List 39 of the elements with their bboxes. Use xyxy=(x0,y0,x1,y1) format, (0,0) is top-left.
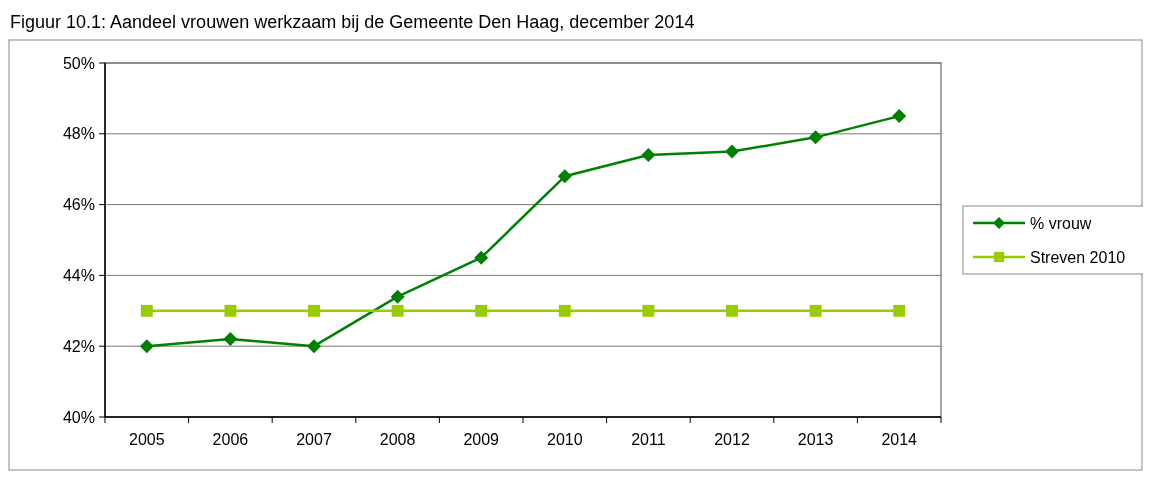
point xyxy=(391,304,404,317)
point xyxy=(641,148,656,163)
point xyxy=(139,339,154,354)
y-tick-label: 40% xyxy=(62,408,95,426)
x-tick-label: 2008 xyxy=(379,431,416,448)
point xyxy=(474,250,489,265)
point xyxy=(224,304,237,317)
point xyxy=(223,332,238,347)
legend-label: % vrouw xyxy=(1030,214,1092,232)
x-tick-label: 2007 xyxy=(296,431,332,448)
x-tick-label: 2009 xyxy=(463,431,500,448)
point xyxy=(808,130,823,145)
point xyxy=(557,169,572,184)
x-tick-label: 2014 xyxy=(881,431,918,448)
x-tick-label: 2012 xyxy=(714,431,750,448)
chart-title: Figuur 10.1: Aandeel vrouwen werkzaam bij de Gemeente Den Haag, december 2014 xyxy=(10,12,695,32)
point xyxy=(809,304,822,317)
y-tick-label: 46% xyxy=(62,196,95,214)
point xyxy=(726,304,738,317)
y-tick-label: 44% xyxy=(62,267,95,284)
x-tick-label: 2005 xyxy=(129,431,165,448)
x-tick-label: 2010 xyxy=(547,431,583,448)
point xyxy=(642,304,655,317)
point xyxy=(892,109,907,124)
x-tick-label: 2006 xyxy=(212,431,249,448)
point xyxy=(307,339,321,354)
point xyxy=(390,289,405,304)
y-tick-label: 42% xyxy=(62,337,95,355)
y-tick-label: 50% xyxy=(62,54,95,72)
y-tick-label: 48% xyxy=(62,125,95,143)
point xyxy=(308,304,320,317)
point xyxy=(893,304,906,317)
x-tick-label: 2011 xyxy=(631,431,666,448)
x-tick-label: 2013 xyxy=(797,431,834,448)
point xyxy=(140,304,153,317)
legend-label: Streven 2010 xyxy=(1030,248,1126,266)
point xyxy=(558,304,571,317)
point xyxy=(725,144,739,159)
point xyxy=(475,304,488,317)
